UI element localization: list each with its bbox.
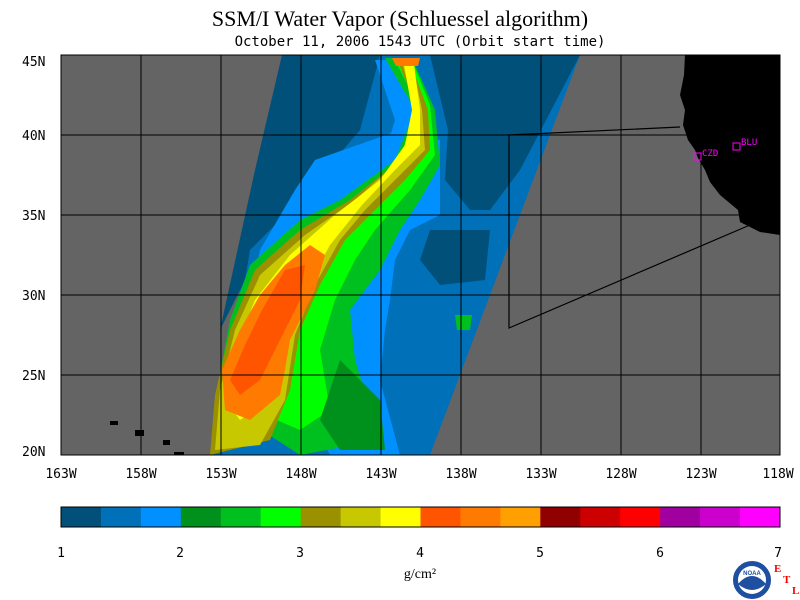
station-blu: BLU bbox=[732, 138, 757, 151]
lon-label-123w: 123W bbox=[685, 467, 716, 482]
lat-label-40: 40N bbox=[22, 129, 45, 144]
etl-letters: E T L bbox=[774, 563, 799, 597]
colorbar-swatch bbox=[61, 507, 102, 527]
swath-band-darkgreen bbox=[320, 360, 385, 450]
lat-label-25: 25N bbox=[22, 369, 45, 384]
lon-label-128w: 128W bbox=[605, 467, 636, 482]
swath-band-orange-red bbox=[230, 265, 305, 395]
map-frame: CZD BLU bbox=[60, 54, 781, 456]
colorbar-tick-7: 7 bbox=[774, 546, 782, 561]
lat-label-20: 20N bbox=[22, 445, 45, 460]
colorbar-tick-3: 3 bbox=[296, 546, 304, 561]
swath-band-darkblue-east bbox=[430, 55, 580, 210]
map-subtitle: October 11, 2006 1543 UTC (Orbit start t… bbox=[234, 34, 606, 50]
colorbar-swatch bbox=[380, 507, 421, 527]
longitude-labels: 163W 158W 153W 148W 143W 138W 133W 128W … bbox=[45, 467, 793, 482]
lon-label-118w: 118W bbox=[762, 467, 793, 482]
colorbar-swatch bbox=[140, 507, 182, 527]
colorbar-ticks: 1 2 3 4 5 6 7 bbox=[57, 546, 782, 561]
colorbar-swatch bbox=[700, 507, 741, 527]
lon-label-148w: 148W bbox=[285, 467, 316, 482]
colorbar bbox=[61, 507, 781, 527]
colorbar-swatch bbox=[540, 507, 581, 527]
lon-label-158w: 158W bbox=[125, 467, 156, 482]
swath-band-darkblue-east2 bbox=[420, 230, 490, 285]
lon-label-143w: 143W bbox=[365, 467, 396, 482]
lat-label-30: 30N bbox=[22, 289, 45, 304]
colorbar-tick-6: 6 bbox=[656, 546, 664, 561]
colorbar-swatch bbox=[300, 507, 342, 527]
domain-outline bbox=[508, 126, 751, 329]
colorbar-tick-2: 2 bbox=[176, 546, 184, 561]
colorbar-swatch bbox=[100, 507, 142, 527]
lat-label-45: 45N bbox=[22, 55, 45, 70]
colorbar-swatch bbox=[660, 507, 701, 527]
noaa-logo: NOAA bbox=[731, 559, 773, 600]
station-czd: CZD bbox=[693, 149, 718, 161]
etl-letter-l: L bbox=[792, 585, 799, 597]
colorbar-swatch bbox=[220, 507, 262, 527]
noaa-logo-text: NOAA bbox=[743, 571, 761, 577]
colorbar-swatch bbox=[340, 507, 382, 527]
latitude-labels: 45N 40N 35N 30N 25N 20N bbox=[22, 55, 45, 460]
map-border bbox=[60, 54, 781, 456]
colorbar-border bbox=[60, 506, 781, 528]
colorbar-swatch bbox=[620, 507, 661, 527]
lon-label-163w: 163W bbox=[45, 467, 76, 482]
lon-label-153w: 153W bbox=[205, 467, 236, 482]
hawaii-islands bbox=[110, 421, 184, 455]
colorbar-swatch bbox=[420, 507, 461, 527]
colorbar-swatch bbox=[740, 507, 781, 527]
colorbar-swatch bbox=[580, 507, 621, 527]
station-label-blu: BLU bbox=[741, 138, 757, 148]
colorbar-tick-1: 1 bbox=[57, 546, 65, 561]
colorbar-swatch bbox=[460, 507, 501, 527]
map-title: SSM/I Water Vapor (Schluessel algorithm) bbox=[211, 6, 589, 31]
lon-label-138w: 138W bbox=[445, 467, 476, 482]
colorbar-swatch bbox=[180, 507, 222, 527]
colorbar-swatch bbox=[260, 507, 302, 527]
colorbar-tick-4: 4 bbox=[416, 546, 424, 561]
station-label-czd: CZD bbox=[702, 149, 718, 159]
swath-band-orange-top bbox=[392, 58, 420, 66]
colorbar-swatch bbox=[500, 507, 541, 527]
swath-band-green-east bbox=[455, 315, 472, 330]
etl-letter-t: T bbox=[783, 574, 791, 586]
colorbar-tick-5: 5 bbox=[536, 546, 544, 561]
land-north-america bbox=[680, 55, 780, 235]
lat-label-35: 35N bbox=[22, 209, 45, 224]
colorbar-unit: g/cm² bbox=[404, 567, 436, 582]
graticule bbox=[61, 55, 780, 455]
lon-label-133w: 133W bbox=[525, 467, 556, 482]
etl-letter-e: E bbox=[774, 563, 781, 575]
